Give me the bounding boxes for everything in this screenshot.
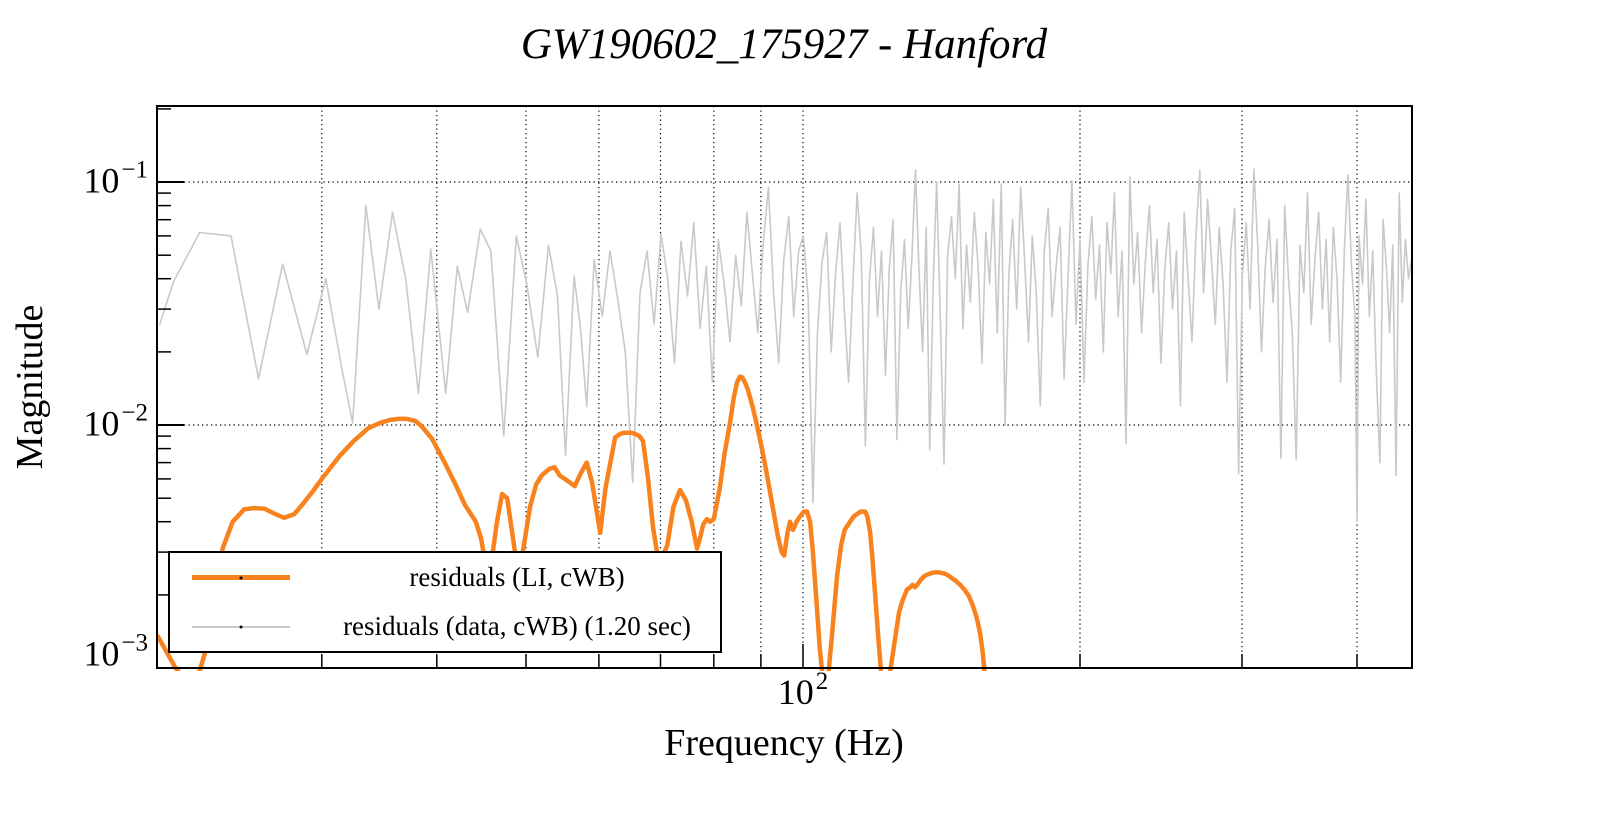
legend-marker-dot (239, 625, 243, 628)
legend-sample-wrap (170, 625, 320, 628)
y-axis-label: Magnitude (9, 304, 51, 470)
y-tick-exponent: −1 (121, 156, 148, 184)
plot-frame (156, 105, 1413, 669)
y-tick-base: 10 (83, 633, 120, 674)
legend-marker-dot (239, 576, 243, 579)
chart-title: GW190602_175927 - Hanford (520, 21, 1048, 68)
x-tick-exponent: 2 (815, 667, 829, 695)
legend-line-sample-gray (192, 625, 290, 628)
legend-entry-li-cwb: residuals (LI, cWB) (170, 553, 720, 602)
legend-line-sample-orange (192, 575, 290, 580)
y-tick-base: 10 (83, 403, 120, 444)
y-tick-label-1e-1: 10−1 (83, 157, 148, 201)
y-tick-exponent: −3 (121, 629, 148, 657)
legend-box: residuals (LI, cWB) residuals (data, cWB… (168, 551, 722, 653)
y-tick-label-1e-3: 10−3 (83, 630, 148, 674)
legend-label: residuals (LI, cWB) (409, 562, 625, 592)
legend-label: residuals (data, cWB) (1.20 sec) (343, 611, 691, 641)
series-line-gray (159, 168, 1413, 523)
y-tick-label-1e-2: 10−2 (83, 400, 148, 444)
y-tick-base: 10 (83, 160, 120, 201)
x-tick-base: 10 (777, 672, 814, 712)
y-tick-exponent: −2 (121, 399, 148, 427)
legend-sample-wrap (170, 575, 320, 580)
x-axis-label: Frequency (Hz) (664, 722, 904, 764)
series-line-orange (156, 374, 987, 671)
legend-entry-data-cwb: residuals (data, cWB) (1.20 sec) (170, 602, 720, 651)
x-tick-label-1e2: 102 (777, 669, 829, 712)
